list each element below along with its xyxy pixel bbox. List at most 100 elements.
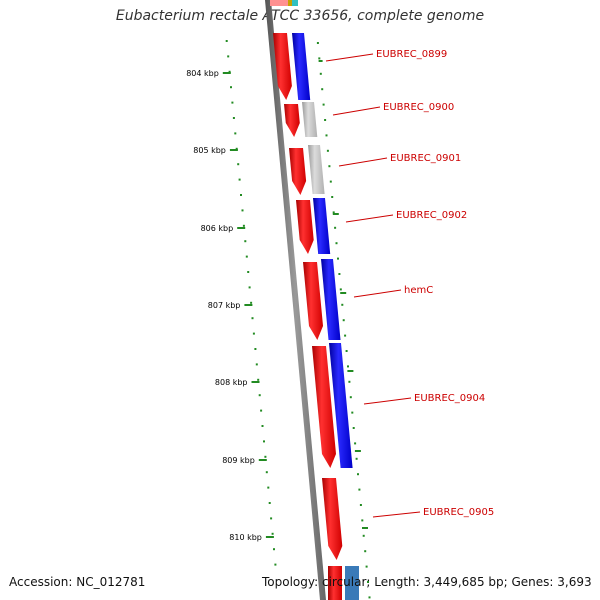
gc-dash: [334, 226, 337, 229]
gc-mark: [347, 370, 354, 372]
gene-label-leader: [363, 397, 412, 405]
gc-dash: [349, 396, 352, 399]
gc-mark: [340, 292, 347, 294]
gene-label: EUBREC_0902: [396, 210, 467, 221]
gc-dash: [344, 334, 347, 337]
gc-dash: [263, 440, 265, 443]
gene-arrow: [322, 478, 343, 560]
gc-dash: [238, 178, 241, 181]
gc-dash: [328, 165, 331, 168]
gc-dash: [319, 72, 322, 75]
gc-dash: [352, 427, 355, 429]
gc-dash: [267, 486, 270, 489]
gene-arrow: [273, 33, 292, 100]
cog-segment: [329, 343, 353, 468]
backbone-track: [265, 0, 326, 600]
gc-dash: [359, 504, 362, 506]
gc-mark: [362, 527, 368, 529]
gc-dash: [332, 211, 335, 214]
scale-tick-label: 809 kbp: [222, 456, 255, 465]
gc-dash: [331, 196, 334, 198]
scale-tick-label: 807 kbp: [208, 301, 241, 310]
gc-dash: [335, 242, 338, 245]
gc-dash: [230, 86, 232, 89]
gc-dash: [367, 581, 369, 583]
cog-segment: [292, 33, 311, 100]
gene-arrow: [296, 200, 314, 254]
gene-label: EUBREC_0904: [414, 393, 485, 404]
gc-dash: [235, 147, 238, 150]
gc-dash: [357, 473, 359, 476]
gc-dash: [242, 224, 245, 227]
gc-dash: [270, 517, 273, 520]
gene-label-leader: [372, 511, 421, 518]
gc-dash: [252, 332, 255, 335]
gc-dash: [342, 319, 345, 322]
gc-dash: [274, 563, 277, 566]
scale-tick: [251, 381, 260, 383]
scale-tick-label: 804 kbp: [186, 69, 219, 78]
gc-dash: [321, 88, 324, 91]
gc-dash: [225, 40, 228, 42]
gc-dash: [261, 425, 264, 427]
gene-label: EUBREC_0901: [390, 153, 461, 164]
gc-dash: [368, 596, 371, 599]
gc-dash: [365, 565, 368, 568]
gc-dash: [258, 394, 261, 397]
gc-dash: [341, 303, 344, 306]
gc-dash: [326, 149, 329, 152]
gene-arrow: [289, 148, 307, 195]
gc-dash: [245, 255, 248, 258]
gene-arrow: [284, 104, 300, 137]
gene-label-leader: [338, 157, 388, 167]
scale-tick: [265, 536, 274, 538]
gene-label-leader: [325, 53, 374, 62]
cog-segment: [302, 102, 318, 137]
gc-dash: [329, 180, 332, 183]
gene-label-leader: [353, 289, 402, 298]
gc-dash: [240, 194, 242, 196]
scale-tick: [229, 149, 238, 151]
gc-dash: [339, 288, 342, 291]
gc-dash: [358, 488, 361, 491]
gc-dash: [348, 380, 351, 383]
gene-label-leader: [345, 214, 394, 223]
gc-dash: [324, 119, 327, 121]
gc-dash: [251, 317, 254, 320]
scale-tick: [237, 227, 246, 229]
gc-dash: [257, 378, 260, 381]
gene-label-leader: [332, 106, 381, 116]
gc-mark: [354, 450, 361, 452]
scale-tick-label: 805 kbp: [193, 146, 226, 155]
gc-dash: [271, 532, 274, 535]
gc-dash: [362, 534, 365, 537]
gc-dash: [234, 132, 237, 135]
gc-dash: [316, 42, 319, 44]
gene-label-track: EUBREC_0899 EUBREC_0900 EUBREC_0901 EUBREC_…: [325, 49, 494, 518]
gc-dash: [268, 502, 271, 504]
scale-tick-track: 804 kbp 805 kbp 806 kbp 807 kbp 808 kbp 809 k…: [186, 69, 274, 542]
gc-mark: [332, 213, 339, 215]
gc-dash: [231, 101, 234, 104]
gc-dash: [248, 286, 251, 289]
gc-dash: [244, 240, 247, 243]
gc-dash: [260, 409, 263, 412]
gene-arrow: [303, 262, 323, 340]
gc-dash: [318, 57, 321, 60]
gc-dash: [227, 55, 230, 58]
accession-text: Accession: NC_012781: [9, 575, 146, 589]
gc-dash: [322, 103, 325, 106]
gc-dash: [237, 163, 240, 166]
gc-dash: [338, 273, 341, 275]
gene-label: EUBREC_0905: [423, 507, 494, 518]
gc-dash: [264, 455, 267, 458]
gc-dash: [255, 363, 258, 366]
gc-dash: [364, 550, 367, 553]
gc-dash: [351, 411, 354, 414]
gc-dash: [355, 457, 358, 460]
gc-dash: [325, 134, 328, 137]
scale-tick-label: 806 kbp: [201, 224, 234, 233]
gc-dash: [228, 70, 231, 73]
gc-dash: [247, 271, 250, 273]
